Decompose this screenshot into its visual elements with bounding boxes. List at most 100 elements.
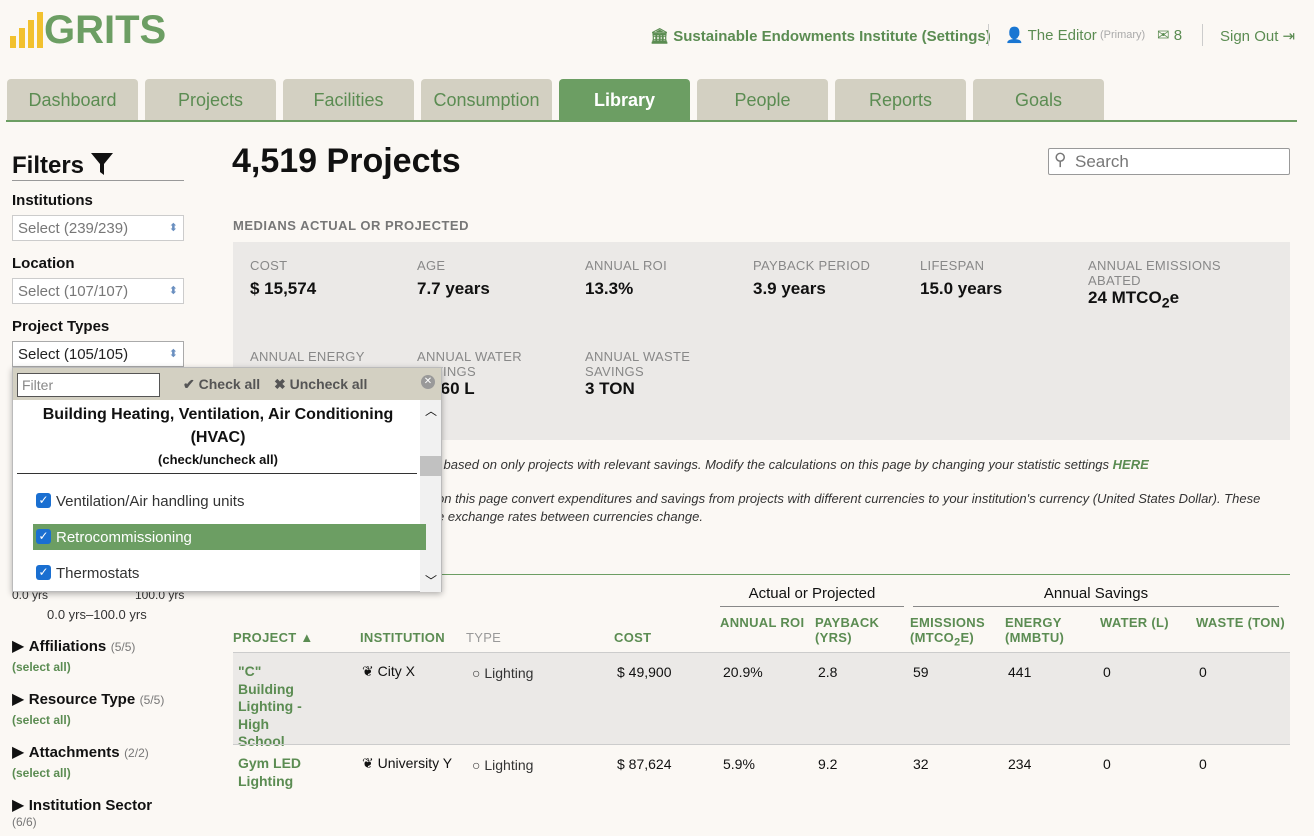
type-name: Lighting — [484, 757, 534, 773]
filter-group[interactable]: ▶ Resource Type (5/5) — [12, 691, 165, 708]
option[interactable]: Retrocommissioning — [33, 524, 426, 550]
tab[interactable]: People — [697, 79, 828, 120]
institution[interactable]: ❦ University Y — [362, 755, 453, 771]
column-header[interactable]: TYPE — [466, 630, 561, 645]
filter-group-name: Attachments — [28, 744, 120, 761]
stat-label: ANNUAL ROI — [585, 258, 667, 273]
table-rule — [233, 574, 1290, 575]
cell: $ 49,900 — [617, 664, 672, 680]
type-name: Lighting — [484, 665, 534, 681]
institution[interactable]: ❦ City X — [362, 663, 415, 679]
stat-value-text: 24 MTCO — [1088, 288, 1162, 307]
tab[interactable]: Facilities — [283, 79, 414, 120]
filter-group[interactable]: ▶ Institution Sector (6/6) — [12, 797, 153, 829]
cell: 0 — [1103, 664, 1111, 680]
filter-group-count: (5/5) — [110, 640, 136, 654]
institution-name: University Y — [377, 755, 453, 771]
user-link[interactable]: 👤 The Editor — [1005, 27, 1097, 44]
stat-value: 3.9 years — [753, 279, 826, 299]
column-header[interactable]: PROJECT ▲ — [233, 630, 328, 645]
note: on this page convert expenditures and sa… — [437, 490, 1260, 526]
separator — [1202, 24, 1203, 46]
cell: 0 — [1199, 664, 1207, 680]
uncheck-all-text[interactable]: Uncheck all — [289, 376, 368, 392]
search-box[interactable]: ⚲ Search — [1048, 148, 1290, 175]
filter-group[interactable]: ▶ Affiliations (5/5) — [12, 638, 136, 655]
column-header-text: WASTE (TON) — [1196, 615, 1285, 630]
user[interactable]: The Editor — [1027, 27, 1097, 44]
logo-icon — [10, 12, 46, 53]
separator — [988, 24, 989, 46]
column-header-text: COST — [614, 630, 652, 645]
column-header[interactable]: INSTITUTION — [360, 630, 455, 645]
range-summary: 0.0 yrs–100.0 yrs — [47, 607, 147, 622]
tab[interactable]: Goals — [973, 79, 1104, 120]
cell: $ 87,624 — [617, 756, 672, 772]
group-rule — [17, 473, 417, 474]
column-header[interactable]: EMISSIONS (MTCO2E) — [910, 615, 1005, 651]
project-link[interactable]: Gym LED Lighting — [238, 755, 302, 789]
column-header[interactable]: PAYBACK (YRS) — [815, 615, 910, 645]
note-text: on this page convert expenditures and sa… — [437, 491, 1261, 506]
filter-label: Location — [12, 255, 75, 272]
institution-link[interactable]: 🏛 Sustainable Endowments Institute (Sett… — [650, 28, 991, 45]
check-all-text[interactable]: Check all — [198, 376, 261, 392]
select[interactable]: Select (107/107) — [12, 278, 184, 304]
logo[interactable]: GRITS — [44, 8, 167, 52]
stat-value: 15.0 years — [920, 279, 1002, 299]
filters-rule — [12, 180, 184, 181]
signout-text[interactable]: Sign Out — [1220, 28, 1279, 45]
cell: 59 — [913, 664, 929, 680]
select-all[interactable]: (select all) — [12, 766, 71, 780]
search-placeholder[interactable]: Search — [1075, 152, 1129, 171]
tab[interactable]: Library — [559, 79, 690, 120]
filter-group-count: (6/6) — [12, 815, 37, 829]
cell: 0 — [1103, 756, 1111, 772]
institution[interactable]: Sustainable Endowments Institute (Settin… — [673, 28, 991, 45]
stat-value: 13.3% — [585, 279, 633, 299]
filters-title: Filters — [12, 152, 113, 180]
table-row — [233, 744, 1290, 836]
column-header[interactable]: WATER (L) — [1100, 615, 1195, 630]
column-header-sub: 2 — [954, 636, 961, 649]
tab[interactable]: Projects — [145, 79, 276, 120]
stat-value: 7.7 years — [417, 279, 490, 299]
close[interactable]: ✕ — [421, 375, 435, 389]
table-row — [233, 652, 1290, 744]
filter-input[interactable]: Filter — [17, 373, 160, 397]
column-header[interactable]: COST — [614, 630, 709, 645]
tab[interactable]: Consumption — [421, 79, 552, 120]
column-header[interactable]: ANNUAL ROI — [720, 615, 815, 630]
filter-group-name: Affiliations — [28, 638, 107, 655]
column-header-text: INSTITUTION — [360, 630, 445, 645]
filter-group[interactable]: ▶ Attachments (2/2) — [12, 744, 149, 761]
select-all[interactable]: (select all) — [12, 713, 71, 727]
uncheck-all[interactable]: ✖ Uncheck all — [274, 376, 368, 392]
select[interactable]: Select (105/105) — [12, 341, 184, 367]
check-all[interactable]: ✔ Check all — [183, 376, 261, 392]
filter-group-name: Resource Type — [28, 691, 136, 708]
cell: 0 — [1199, 756, 1207, 772]
stat-label: PAYBACK PERIOD — [753, 258, 871, 273]
column-header[interactable]: ENERGY (MMBTU) — [1005, 615, 1100, 645]
option-group[interactable]: Building Heating, Ventilation, Air Condi… — [42, 406, 394, 446]
group-toggle[interactable]: (check/uncheck all) — [158, 452, 278, 467]
dropdown: Filter ✔ Check all ✖ Uncheck all ✕ ︿ ﹀ Bu… — [12, 367, 442, 592]
option[interactable]: Ventilation/Air handling units — [33, 488, 426, 514]
note-link[interactable]: HERE — [1112, 457, 1149, 472]
filter-group-name: Institution Sector — [28, 797, 153, 814]
message-count[interactable]: 8 — [1173, 27, 1183, 44]
option[interactable]: Thermostats — [33, 560, 426, 586]
column-header[interactable]: WASTE (TON) — [1196, 615, 1291, 630]
select[interactable]: Select (239/239) — [12, 215, 184, 241]
cell: 20.9% — [723, 664, 763, 680]
cell: 441 — [1008, 664, 1032, 680]
signout[interactable]: Sign Out ⇥ — [1220, 28, 1296, 45]
tab[interactable]: Dashboard — [7, 79, 138, 120]
messages[interactable]: ✉ 8 — [1157, 27, 1183, 44]
column-header-text: TYPE — [466, 630, 502, 645]
tab[interactable]: Reports — [835, 79, 966, 120]
project-link[interactable]: "C" Building Lighting - High School — [238, 663, 302, 749]
select-all[interactable]: (select all) — [12, 660, 71, 674]
